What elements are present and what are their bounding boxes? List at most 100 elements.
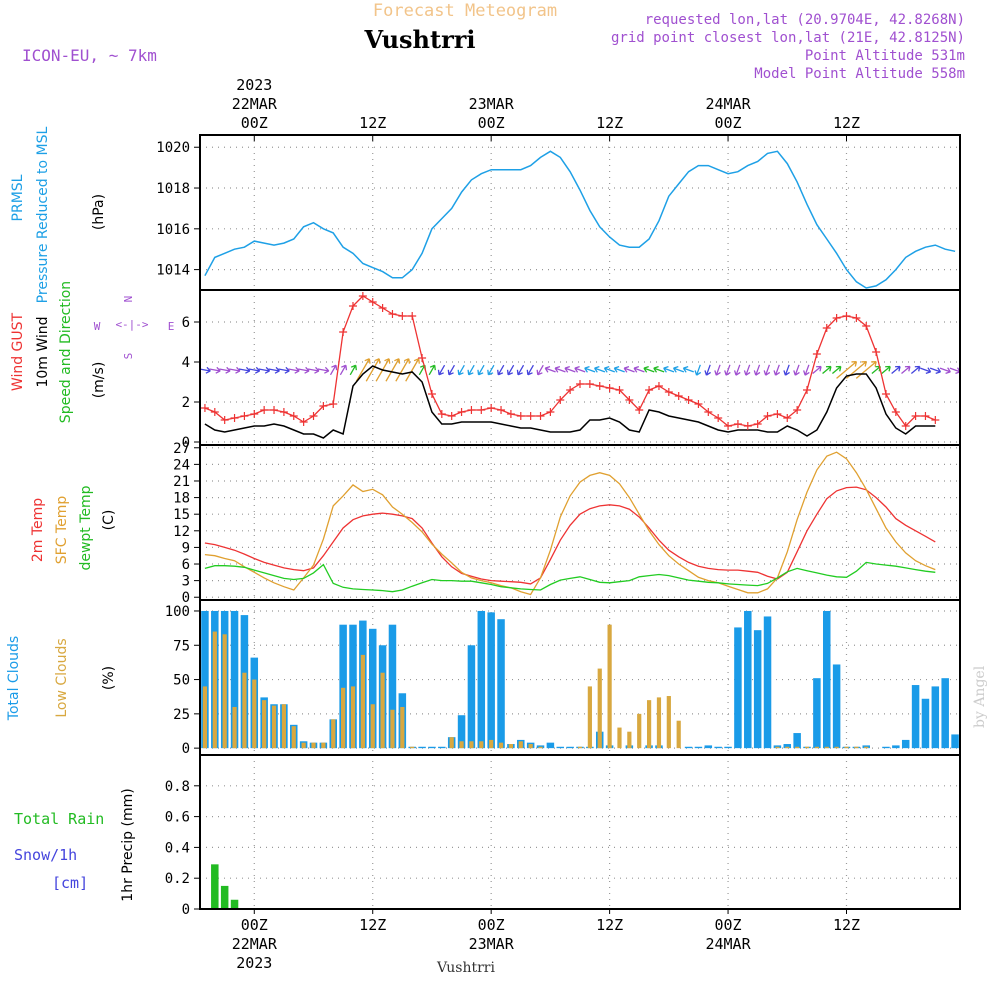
time-label-bottom: 00Z [241,916,268,934]
gust-marker [516,412,525,420]
total-cloud-bar [892,745,900,749]
total-cloud-bar [546,742,555,749]
gust-marker [526,412,535,420]
gust-marker [309,412,318,420]
low-cloud-bar [291,726,296,749]
location-title: Vushtrri [364,25,476,54]
gust-marker [270,406,279,414]
y-tick-label: 0.2 [165,871,190,887]
y-tick-label: 50 [173,673,190,689]
gust-marker [832,314,841,322]
precip-legend: Total Rain Snow/1h [cm] [14,810,104,892]
time-label-bottom: 12Z [359,916,386,934]
panel-axis-label: Wind GUST [10,312,26,391]
gust-marker [911,412,920,420]
point-altitude: Point Altitude 531m [805,48,965,64]
time-label-top: 00Z [715,114,742,132]
gust-marker [753,420,762,428]
gust-marker [733,420,742,428]
wind-direction-arrow [288,366,300,374]
gust-marker [872,348,881,356]
low-cloud-bar [538,746,543,749]
time-label-top: 12Z [833,114,860,132]
wind-direction-arrow [339,364,348,376]
gust-marker [566,386,575,394]
low-cloud-bar [814,746,819,749]
wind-direction-arrow [682,366,694,373]
gust-marker [921,412,930,420]
y-tick-label: 0 [182,741,190,757]
total-cloud-bar [339,624,347,749]
wind-direction-arrow [803,364,810,376]
gust-marker [674,392,683,400]
y-tick-label: 0.8 [165,779,190,795]
gust-marker [506,410,515,418]
total-cloud-bar [694,746,703,749]
gust-marker [694,400,703,408]
wind-direction-arrow [248,366,261,374]
wind-direction-arrow [199,366,211,374]
y-tick-label: 0 [182,590,190,606]
y-tick-label: 21 [173,474,190,490]
time-label-bottom: 00Z [715,916,742,934]
low-cloud-bar [350,686,356,749]
y-tick-label: 1016 [156,222,190,238]
gust-marker [339,328,348,336]
requested-coords: requested lon,lat (20.9704E, 42.8268N) [645,12,965,28]
low-cloud-bar [607,624,612,749]
panel-axis-label: SFC Temp [54,496,70,565]
wind-direction-arrow [836,360,858,379]
wind-y-axis: 0 2 4 6 [182,315,200,451]
gust-marker [418,354,427,362]
wind-direction-arrow [653,366,665,373]
model-altitude: Model Point Altitude 558m [754,66,965,82]
wind-direction-arrow [238,366,251,374]
wind-direction-arrow [307,366,320,374]
pressure-frame [199,134,961,291]
rain-bar [211,864,219,909]
wind-direction-arrow [564,366,576,373]
low-cloud-bar [459,741,464,749]
low-cloud-bar [577,746,583,749]
wind-direction-arrow [763,364,771,376]
panel-axis-label: Speed and Direction [58,281,74,423]
gust-marker [427,390,436,398]
wind-direction-arrow [329,364,338,376]
total-cloud-bar [497,619,505,749]
wind-direction-arrow [920,367,932,374]
wind-direction-arrow [278,366,290,374]
y-tick-label: 75 [173,638,190,654]
time-label-bottom: 12Z [596,916,623,934]
total-cloud-bar [457,715,466,749]
low-cloud-bar [469,741,474,749]
compass-e: E [168,320,175,333]
temperature-labels: 2m Temp SFC Temp dewpt Temp (C) [30,485,117,570]
gust-marker [467,406,476,414]
gust-marker [891,408,900,416]
total-cloud-bar [951,734,959,749]
total-cloud-bar [911,685,920,749]
precip-legend-item: Total Rain [14,810,104,828]
gust-marker [556,396,565,404]
total-cloud-bar [230,610,239,749]
low-cloud-bar [252,679,257,749]
low-cloud-bar [834,746,839,749]
low-cloud-bar [410,746,415,749]
panel-axis-label: 1hr Precip (mm) [120,788,136,901]
y-tick-label: 0 [182,435,190,451]
y-tick-label: 0.6 [165,810,190,826]
gust-marker [654,382,663,390]
gust-marker [595,382,604,390]
y-tick-label: 1014 [156,263,190,279]
precip-legend-item: Snow/1h [14,846,77,864]
gust-marker [901,422,910,430]
wind-direction-arrow [317,366,330,374]
temp-dewpt-line [204,561,936,593]
low-cloud-bar [775,746,780,749]
time-label-bottom: 2023 [236,954,272,972]
clouds-y-axis: 0 25 50 75 100 [165,604,200,757]
wind-direction-arrow [633,366,645,373]
low-cloud-bar [301,742,306,749]
y-tick-label: 0.4 [165,840,190,856]
